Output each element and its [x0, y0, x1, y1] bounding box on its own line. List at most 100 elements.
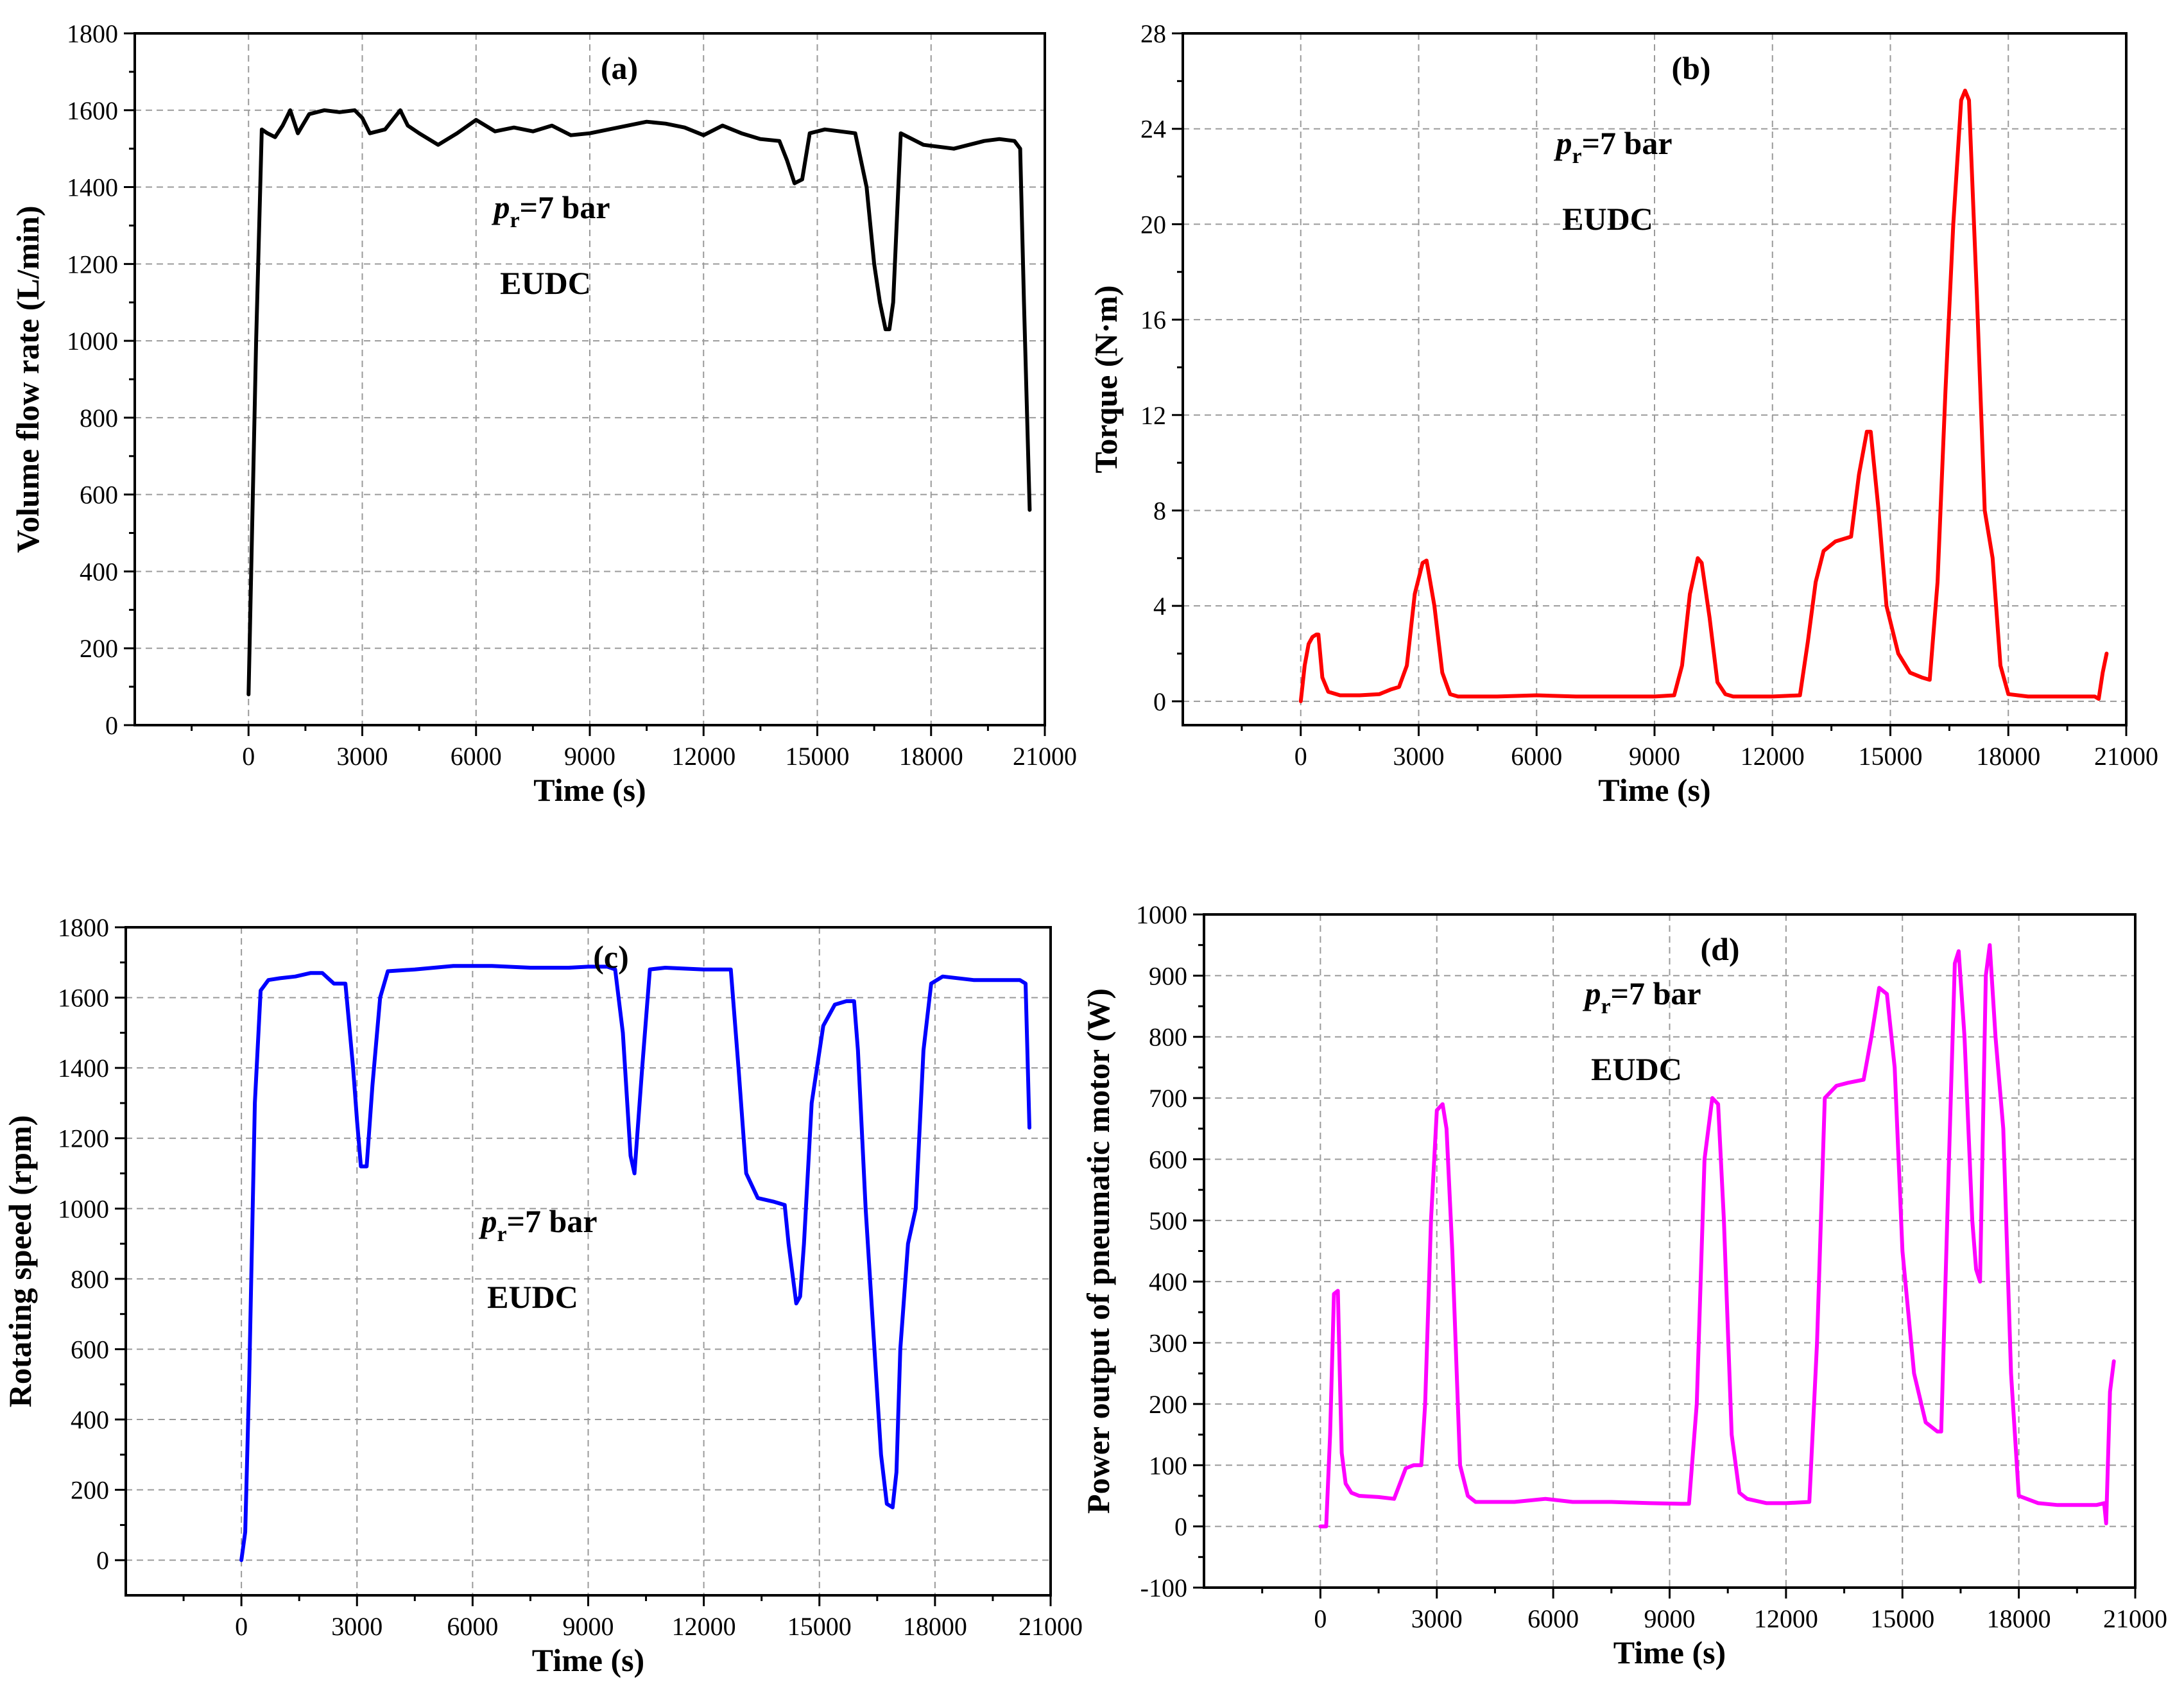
- x-tick-label: 21000: [1019, 1612, 1083, 1641]
- y-tick-label: 0: [96, 1546, 109, 1575]
- y-tick-label: 600: [1149, 1145, 1187, 1174]
- pressure-value: =7 bar: [1582, 125, 1672, 161]
- y-tick-label: 1800: [58, 913, 109, 942]
- y-tick-label: 0: [1153, 687, 1166, 716]
- y-tick-label: 1000: [1136, 900, 1187, 929]
- cycle-annotation: EUDC: [1591, 1051, 1682, 1087]
- pressure-symbol: p: [1582, 975, 1601, 1011]
- x-tick-label: 18000: [1976, 742, 2040, 771]
- y-tick-label: 4: [1153, 592, 1166, 621]
- y-tick-label: 28: [1140, 19, 1166, 48]
- y-tick-label: 24: [1140, 115, 1166, 144]
- y-tick-label: 1400: [67, 173, 118, 202]
- x-tick-label: 21000: [2103, 1604, 2167, 1633]
- y-tick-label: 1800: [67, 19, 118, 48]
- y-tick-label: -100: [1140, 1573, 1187, 1602]
- x-axis-title: Time (s): [532, 1642, 644, 1678]
- x-tick-label: 6000: [451, 742, 502, 771]
- x-tick-label: 9000: [563, 1612, 614, 1641]
- cycle-annotation: EUDC: [500, 265, 591, 301]
- pressure-annotation: pr=7 bar: [1582, 975, 1701, 1018]
- y-tick-label: 0: [1174, 1513, 1187, 1541]
- x-tick-label: 21000: [1013, 742, 1077, 771]
- x-tick-label: 9000: [1644, 1604, 1696, 1633]
- panel-b: 0 3000 6000 9000 12000 15000 18000 21000 0 4 8 12 16…: [1088, 19, 2158, 808]
- y-tick-label: 400: [80, 557, 118, 586]
- plot-frame: [125, 926, 1052, 1597]
- panel-label: (c): [593, 939, 629, 975]
- x-tick-label: 0: [235, 1612, 248, 1641]
- y-tick-label: 700: [1149, 1084, 1187, 1113]
- series-line: [1318, 943, 2116, 1529]
- pressure-symbol: p: [478, 1203, 497, 1239]
- y-tick-label: 1600: [58, 984, 109, 1013]
- x-axis-title: Time (s): [1613, 1634, 1726, 1670]
- x-tick-label: 9000: [1629, 742, 1680, 771]
- y-tick-label: 8: [1153, 496, 1166, 525]
- x-tick-label: 3000: [1393, 742, 1445, 771]
- pressure-annotation: pr=7 bar: [491, 189, 610, 232]
- x-tick-label: 18000: [899, 742, 963, 771]
- pressure-annotation: pr=7 bar: [1553, 125, 1672, 168]
- y-tick-label: 600: [80, 481, 118, 510]
- pressure-subscript: r: [1572, 144, 1581, 168]
- y-tick-label: 1400: [58, 1054, 109, 1083]
- y-tick-label: 900: [1149, 961, 1187, 990]
- pressure-subscript: r: [497, 1222, 506, 1246]
- cycle-annotation: EUDC: [487, 1279, 578, 1315]
- y-tick-label: 100: [1149, 1451, 1187, 1480]
- x-tick-label: 12000: [1754, 1604, 1818, 1633]
- x-tick-label: 3000: [337, 742, 388, 771]
- plot-frame: [1182, 32, 2128, 726]
- panel-label: (d): [1700, 931, 1739, 967]
- cycle-annotation: EUDC: [1562, 201, 1653, 237]
- x-tick-label: 6000: [1527, 1604, 1579, 1633]
- series-line: [246, 108, 1032, 697]
- panel-label: (b): [1671, 50, 1710, 86]
- x-tick-label: 15000: [1859, 742, 1923, 771]
- x-tick-label: 18000: [1987, 1604, 2051, 1633]
- panel-d: 0 3000 6000 9000 12000 15000 18000 21000 -100 0 10…: [1080, 900, 2167, 1670]
- x-tick-label: 6000: [447, 1612, 498, 1641]
- y-axis-title: Rotating speed (rpm): [2, 1115, 38, 1408]
- x-axis-title: Time (s): [533, 772, 646, 808]
- pressure-subscript: r: [1601, 995, 1610, 1018]
- y-tick-label: 1200: [58, 1124, 109, 1153]
- y-tick-label: 400: [1149, 1267, 1187, 1296]
- panel-label: (a): [601, 50, 638, 86]
- x-tick-label: 9000: [564, 742, 615, 771]
- x-tick-label: 15000: [786, 742, 850, 771]
- x-tick-label: 0: [1294, 742, 1307, 771]
- x-tick-label: 15000: [1870, 1604, 1934, 1633]
- pressure-symbol: p: [1553, 125, 1572, 161]
- y-tick-label: 12: [1140, 401, 1166, 430]
- plot-frame: [1203, 913, 2137, 1589]
- y-tick-label: 1000: [67, 327, 118, 356]
- plot-frame: [133, 32, 1046, 726]
- y-tick-label: 1000: [58, 1194, 109, 1223]
- x-tick-label: 12000: [1741, 742, 1805, 771]
- x-tick-label: 12000: [671, 742, 735, 771]
- x-axis-title: Time (s): [1598, 772, 1710, 808]
- pressure-value: =7 bar: [1611, 975, 1701, 1011]
- y-tick-label: 600: [71, 1335, 109, 1364]
- x-tick-label: 0: [242, 742, 255, 771]
- x-tick-label: 3000: [331, 1612, 383, 1641]
- y-tick-label: 800: [80, 404, 118, 433]
- y-axis-title: Torque (N·m): [1088, 285, 1124, 473]
- pressure-symbol: p: [491, 189, 510, 225]
- y-tick-label: 1600: [67, 96, 118, 125]
- y-tick-label: 0: [105, 711, 118, 740]
- x-tick-label: 18000: [903, 1612, 967, 1641]
- y-tick-label: 200: [80, 634, 118, 663]
- x-tick-label: 12000: [672, 1612, 736, 1641]
- pressure-annotation: pr=7 bar: [478, 1203, 597, 1246]
- y-tick-label: 16: [1140, 305, 1166, 334]
- x-tick-label: 6000: [1511, 742, 1562, 771]
- pressure-value: =7 bar: [520, 189, 610, 225]
- x-tick-label: 0: [1314, 1604, 1327, 1633]
- series-line: [1298, 89, 2109, 703]
- y-tick-label: 1200: [67, 250, 118, 279]
- x-tick-label: 15000: [787, 1612, 852, 1641]
